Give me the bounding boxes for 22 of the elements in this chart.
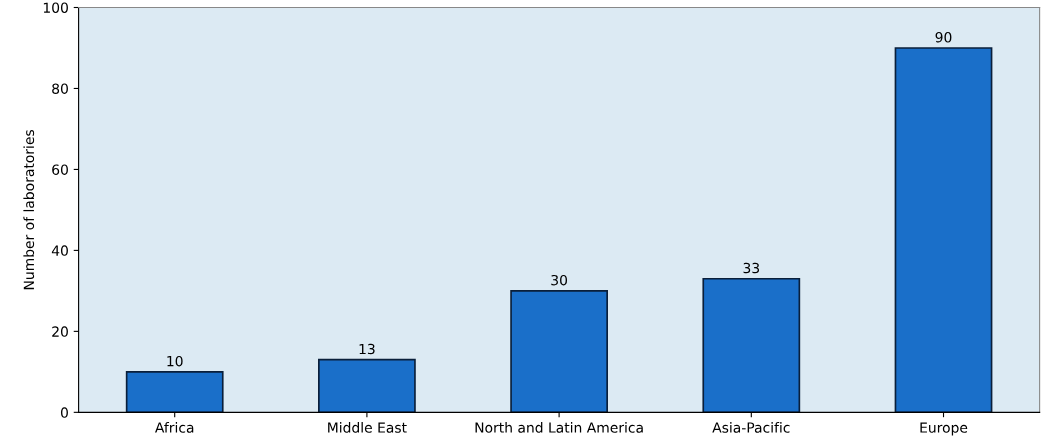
y-axis-title: Number of laboratories bbox=[23, 129, 35, 290]
bar bbox=[125, 371, 224, 413]
x-tick-label: Europe bbox=[920, 422, 968, 436]
bar bbox=[702, 277, 801, 413]
x-tick-label: Middle East bbox=[328, 422, 407, 433]
y-tick-label: 0 bbox=[60, 407, 68, 418]
bar bbox=[894, 47, 993, 413]
bar bbox=[318, 358, 416, 413]
data-label: 30 bbox=[551, 274, 568, 286]
data-label: 33 bbox=[743, 262, 760, 274]
y-tick-label: 20 bbox=[52, 326, 68, 337]
x-tick-label: Asia-Pacific bbox=[712, 422, 790, 433]
x-tick-label: Africa bbox=[155, 422, 194, 433]
data-label: 10 bbox=[167, 355, 183, 367]
data-label: 90 bbox=[935, 32, 952, 43]
x-tick-label: North and Latin America bbox=[475, 422, 643, 433]
y-tick-label: 60 bbox=[52, 164, 68, 175]
bar bbox=[510, 290, 608, 413]
y-tick-label: 100 bbox=[43, 2, 68, 13]
data-label: 13 bbox=[359, 343, 375, 355]
y-tick-label: 80 bbox=[52, 83, 68, 94]
y-tick-label: 40 bbox=[51, 245, 68, 256]
